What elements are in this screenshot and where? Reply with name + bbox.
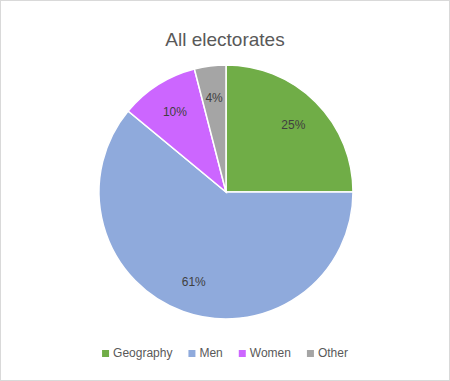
data-label: 4% [205,91,223,105]
legend-label: Geography [113,346,172,360]
data-label: 10% [163,105,187,119]
data-label: 25% [281,118,305,132]
chart-title: All electorates [165,29,284,50]
legend-swatch [307,350,314,357]
pie-slice [194,65,226,192]
chart-frame [1,1,450,381]
legend-entry: Women [239,346,291,360]
pie [99,65,353,319]
legend-entry: Other [307,346,348,360]
legend-label: Men [199,346,222,360]
legend-label: Women [250,346,291,360]
legend-swatch [239,350,246,357]
pie-slice [226,65,353,192]
legend: Geography Men Women Other [102,346,348,360]
data-labels: 25% 61% 10% 4% [163,91,306,289]
legend-swatch [102,350,109,357]
chart: All electorates 25% 61% 10% 4% Geography Men Wo… [0,0,450,381]
data-label: 61% [182,275,206,289]
legend-entry: Men [188,346,222,360]
legend-entry: Geography [102,346,172,360]
legend-swatch [188,350,195,357]
legend-label: Other [318,346,348,360]
